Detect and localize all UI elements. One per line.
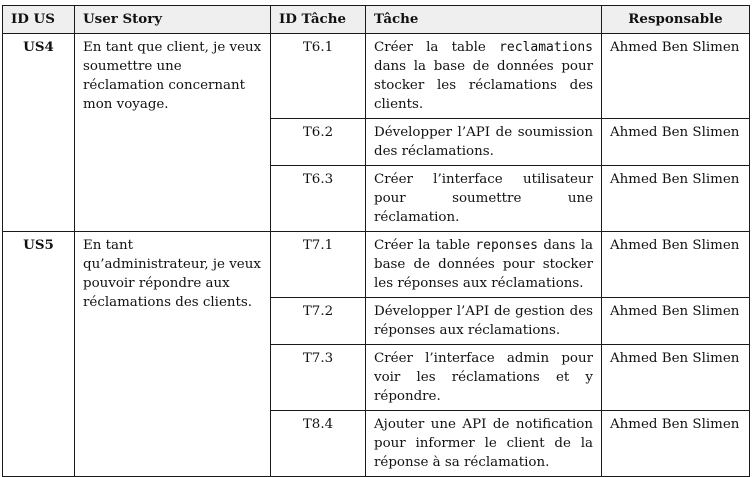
document-page: ID US User Story ID Tâche Tâche Responsa… [2, 5, 750, 477]
task-responsable: Ahmed Ben Slimen [601, 33, 750, 119]
task-description: Développer l’API de soumission des récla… [365, 118, 602, 166]
table-row: T7.2 Développer l’API de gestion des rép… [3, 297, 750, 345]
task-description: Créer l’interface utilisateur pour soume… [365, 165, 602, 232]
task-responsable: Ahmed Ben Slimen [601, 410, 750, 477]
header-id-tache: ID Tâche [270, 5, 366, 34]
story-text-us5: En tant qu’administrateur, je veux pouvo… [74, 231, 271, 477]
header-id-us: ID US [2, 5, 75, 34]
table-name-code: reponses [475, 238, 538, 253]
task-id: T6.2 [270, 118, 366, 166]
table-row: T6.3 Créer l’interface utilisateur pour … [3, 165, 750, 232]
task-responsable: Ahmed Ben Slimen [601, 165, 750, 232]
table-row: T7.3 Créer l’interface admin pour voir l… [3, 344, 750, 411]
header-row: ID US User Story ID Tâche Tâche Responsa… [2, 5, 750, 34]
task-description: Créer l’interface admin pour voir les ré… [365, 344, 602, 411]
task-responsable: Ahmed Ben Slimen [601, 118, 750, 166]
task-id: T8.4 [270, 410, 366, 477]
header-responsable: Responsable [601, 5, 750, 34]
table-row: T6.2 Développer l’API de soumission des … [3, 118, 750, 166]
task-id: T6.1 [270, 33, 366, 119]
story-id-us4: US4 [2, 33, 75, 232]
task-responsable: Ahmed Ben Slimen [601, 231, 750, 298]
task-description: Ajouter une API de notification pour inf… [365, 410, 602, 477]
task-responsable: Ahmed Ben Slimen [601, 297, 750, 345]
story-id-us5: US5 [2, 231, 75, 477]
task-description: Créer la table reclamations dans la base… [365, 33, 602, 119]
task-id: T6.3 [270, 165, 366, 232]
table-row: US4 En tant que client, je veux soumettr… [2, 33, 750, 232]
task-id: T7.3 [270, 344, 366, 411]
task-responsable: Ahmed Ben Slimen [601, 344, 750, 411]
task-id: T7.2 [270, 297, 366, 345]
task-id: T7.1 [270, 231, 366, 298]
task-description: Créer la table reponses dans la base de … [365, 231, 602, 298]
table-name-code: reclamations [499, 40, 593, 55]
header-tache: Tâche [365, 5, 602, 34]
sprint-backlog-table: ID US User Story ID Tâche Tâche Responsa… [2, 5, 750, 477]
header-user-story: User Story [74, 5, 271, 34]
story-text-us4: En tant que client, je veux soumettre un… [74, 33, 271, 232]
table-row: US5 En tant qu’administrateur, je veux p… [2, 231, 750, 477]
task-description: Développer l’API de gestion des réponses… [365, 297, 602, 345]
